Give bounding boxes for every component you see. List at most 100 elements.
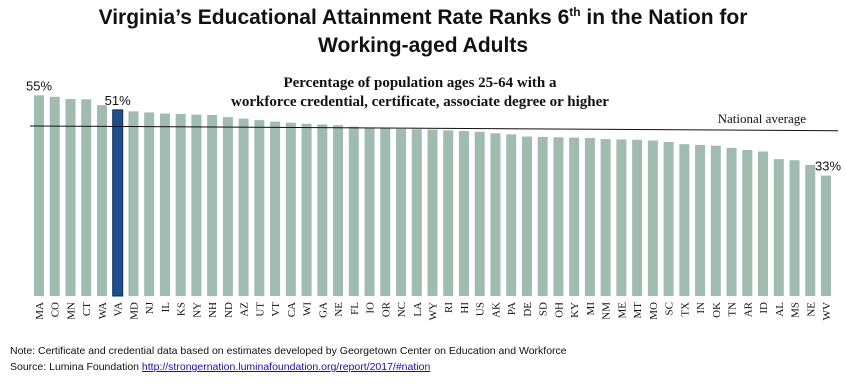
- bar-wv-50: [821, 175, 831, 296]
- bar-wy-25: [427, 129, 438, 296]
- tick-label-me-37: ME: [616, 302, 628, 319]
- bar-or-22: [380, 128, 391, 296]
- tick-label-id-46: ID: [758, 302, 770, 314]
- bar-mi-35: [584, 137, 595, 296]
- tick-label-wy-25: WY: [428, 302, 440, 320]
- bar-me-37: [616, 139, 627, 296]
- bar-ok-43: [710, 145, 721, 296]
- chart-subtitle: Percentage of population ages 25-64 with…: [190, 74, 650, 112]
- bar-sd-32: [537, 136, 548, 296]
- tick-label-ky-34: KY: [569, 302, 581, 318]
- national-average-label: National average: [718, 111, 807, 126]
- tick-label-us-28: US: [475, 302, 487, 316]
- tick-label-al-47: AL: [774, 302, 786, 317]
- tick-label-nd-12: ND: [223, 302, 235, 318]
- tick-label-fl-20: FL: [349, 302, 361, 315]
- footnotes: Note: Certificate and credential data ba…: [10, 343, 567, 375]
- bar-la-24: [411, 129, 422, 296]
- tick-label-ar-45: AR: [742, 301, 754, 317]
- tick-label-wa-4: WA: [97, 302, 109, 319]
- subtitle-line-1: Percentage of population ages 25-64 with…: [283, 75, 557, 91]
- subtitle-line-2: workforce credential, certificate, assoc…: [231, 94, 609, 110]
- tick-label-ct-3: CT: [81, 302, 93, 316]
- bar-pa-30: [506, 134, 517, 296]
- tick-label-io-21: IO: [365, 302, 377, 314]
- bar-mt-38: [632, 139, 643, 296]
- bar-ut-14: [254, 120, 265, 296]
- bar-tn-44: [726, 147, 737, 296]
- bar-ms-48: [789, 160, 800, 296]
- tick-label-ks-9: KS: [176, 302, 188, 316]
- bar-mo-39: [647, 140, 658, 296]
- tick-label-mt-38: MT: [632, 302, 644, 319]
- source-link[interactable]: http://strongernation.luminafoundation.o…: [141, 361, 431, 373]
- bar-az-13: [238, 118, 249, 297]
- bar-id-46: [758, 151, 769, 296]
- bar-ne-49: [805, 165, 816, 296]
- tick-label-ny-10: NY: [191, 302, 203, 318]
- bar-md-6: [128, 111, 139, 296]
- tick-label-nm-36: NM: [601, 302, 613, 320]
- bar-io-21: [364, 127, 375, 296]
- tick-label-ak-29: AK: [490, 302, 502, 318]
- tick-label-sd-32: SD: [538, 302, 550, 316]
- bar-wi-17: [301, 123, 312, 296]
- bar-us-28: [474, 131, 485, 296]
- chart-title: Virginia’s Educational Attainment Rate R…: [0, 4, 846, 60]
- bar-nd-12: [222, 117, 233, 296]
- bar-nj-7: [144, 112, 155, 296]
- bar-ga-18: [317, 124, 328, 297]
- data-label-va: 51%: [105, 93, 131, 108]
- bar-mn-2: [65, 98, 76, 296]
- bar-ar-45: [742, 150, 753, 296]
- bar-nh-11: [207, 115, 218, 296]
- tick-label-ca-16: CA: [286, 302, 298, 317]
- bar-in-42: [695, 144, 706, 296]
- tick-label-sc-40: SC: [664, 302, 676, 315]
- bar-tx-41: [679, 144, 690, 296]
- bar-nc-23: [396, 128, 407, 296]
- bar-vt-15: [270, 121, 281, 296]
- title-line-2: Working-aged Adults: [318, 34, 528, 57]
- tick-label-or-22: OR: [380, 301, 392, 317]
- bar-fl-20: [348, 126, 359, 297]
- tick-label-az-13: AZ: [239, 302, 251, 317]
- bar-wa-4: [96, 105, 107, 297]
- bar-ks-9: [175, 113, 186, 296]
- tick-label-nc-23: NC: [396, 302, 408, 317]
- data-label-ma: 55%: [26, 78, 52, 93]
- bar-nm-36: [600, 139, 611, 296]
- bar-ny-10: [191, 114, 202, 296]
- tick-label-ut-14: UT: [254, 302, 266, 317]
- bar-sc-40: [663, 142, 674, 296]
- tick-label-de-31: DE: [522, 302, 534, 317]
- x-tick-labels: MA CO MN CT WA VA MD NJ IL KS NY NH ND AZ UT VT CA WI GA NE…: [34, 301, 833, 320]
- tick-label-co-1: CO: [50, 302, 62, 317]
- tick-label-wv-50: WV: [821, 302, 833, 320]
- bar-ky-34: [569, 137, 580, 296]
- tick-label-mo-39: MO: [648, 302, 660, 320]
- tick-label-ga-18: GA: [317, 302, 329, 318]
- bar-ri-26: [443, 130, 454, 296]
- tick-label-md-6: MD: [128, 302, 140, 320]
- bar-chart: MA CO MN CT WA VA MD NJ IL KS NY NH ND AZ UT VT CA WI GA NE…: [26, 78, 841, 320]
- tick-label-tx-41: TX: [679, 302, 691, 317]
- title-line-1: Virginia’s Educational Attainment Rate R…: [0, 4, 846, 32]
- tick-label-mi-35: MI: [585, 302, 597, 316]
- bar-ca-16: [285, 122, 296, 296]
- tick-label-in-42: IN: [695, 302, 707, 314]
- tick-label-ne-49: NE: [805, 302, 817, 317]
- bar-al-47: [773, 159, 784, 296]
- note-text: Note: Certificate and credential data ba…: [10, 345, 567, 357]
- bar-va-5: [112, 109, 124, 297]
- bar-ak-29: [490, 133, 501, 296]
- tick-label-la-24: LA: [412, 302, 424, 317]
- tick-label-va-5: VA: [113, 302, 125, 317]
- data-label-wv: 33%: [815, 159, 841, 174]
- tick-label-tn-44: TN: [727, 302, 739, 317]
- tick-label-ms-48: MS: [790, 302, 802, 318]
- tick-label-nh-11: NH: [207, 302, 219, 318]
- bar-de-31: [521, 136, 532, 296]
- tick-label-ri-26: RI: [443, 302, 455, 313]
- tick-label-pa-30: PA: [506, 302, 518, 315]
